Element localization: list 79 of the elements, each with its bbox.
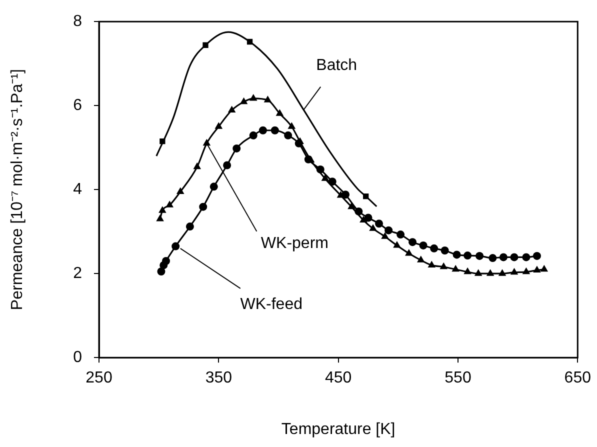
point — [375, 220, 384, 228]
y-tick-label: 8 — [73, 13, 82, 30]
annotation: Batch — [316, 57, 358, 74]
point — [532, 252, 541, 260]
point — [384, 226, 393, 234]
point — [202, 42, 208, 48]
point — [499, 253, 508, 262]
point — [288, 122, 296, 129]
point — [405, 248, 413, 256]
point — [258, 126, 267, 134]
x-tick-label: 350 — [205, 370, 232, 387]
point — [452, 250, 461, 259]
point — [214, 122, 223, 129]
point — [363, 193, 369, 200]
y-tick-label: 4 — [73, 181, 82, 198]
point — [408, 238, 417, 246]
point — [232, 144, 241, 152]
point — [440, 246, 449, 254]
point — [540, 264, 548, 272]
x-tick-label: 550 — [444, 370, 472, 387]
point — [381, 232, 389, 239]
point — [348, 202, 356, 210]
point — [533, 266, 541, 272]
point — [172, 242, 180, 250]
point — [210, 182, 218, 191]
point — [162, 257, 170, 265]
point — [498, 269, 506, 276]
y-tick-label: 2 — [73, 265, 82, 282]
point — [476, 252, 484, 260]
point — [249, 131, 258, 140]
point — [464, 252, 472, 260]
x-tick-label: 250 — [86, 370, 112, 387]
point — [223, 161, 232, 170]
point — [166, 200, 174, 208]
point — [522, 267, 530, 274]
point — [193, 162, 202, 170]
point — [264, 96, 272, 102]
point — [522, 253, 530, 262]
annotation: WK-perm — [260, 234, 328, 252]
point — [176, 187, 184, 194]
point — [270, 126, 279, 134]
point — [284, 131, 292, 140]
x-tick-label: 650 — [564, 370, 592, 387]
y-axis-title: Permeance [10⁻⁷ mol·m⁻²·s⁻¹.Pa⁻¹] — [9, 69, 26, 310]
point — [428, 260, 436, 268]
point — [396, 230, 405, 239]
point — [156, 214, 164, 222]
point — [160, 138, 166, 144]
point — [510, 253, 518, 262]
point — [419, 241, 428, 250]
point — [240, 97, 248, 104]
x-axis-title: Temperature [K] — [281, 420, 396, 438]
y-tick-label: 0 — [73, 349, 82, 366]
point — [474, 269, 482, 276]
point — [246, 38, 253, 45]
line-series — [156, 31, 378, 208]
point — [199, 202, 208, 211]
point — [393, 240, 401, 248]
point — [464, 267, 472, 274]
point — [157, 268, 166, 276]
y-tick-label: 6 — [73, 97, 82, 114]
point — [486, 269, 494, 276]
point — [186, 222, 194, 231]
point — [369, 224, 377, 231]
point — [452, 264, 460, 272]
point — [488, 254, 497, 262]
point — [321, 174, 330, 181]
point — [364, 214, 372, 222]
point — [158, 206, 166, 213]
point — [249, 94, 258, 101]
point — [360, 216, 368, 223]
point — [416, 256, 425, 262]
point — [430, 244, 438, 252]
point — [276, 109, 284, 116]
x-tick-label: 450 — [324, 370, 352, 387]
point — [510, 268, 518, 275]
point — [440, 262, 448, 270]
annotation: WK-feed — [240, 296, 302, 313]
point — [228, 106, 236, 112]
